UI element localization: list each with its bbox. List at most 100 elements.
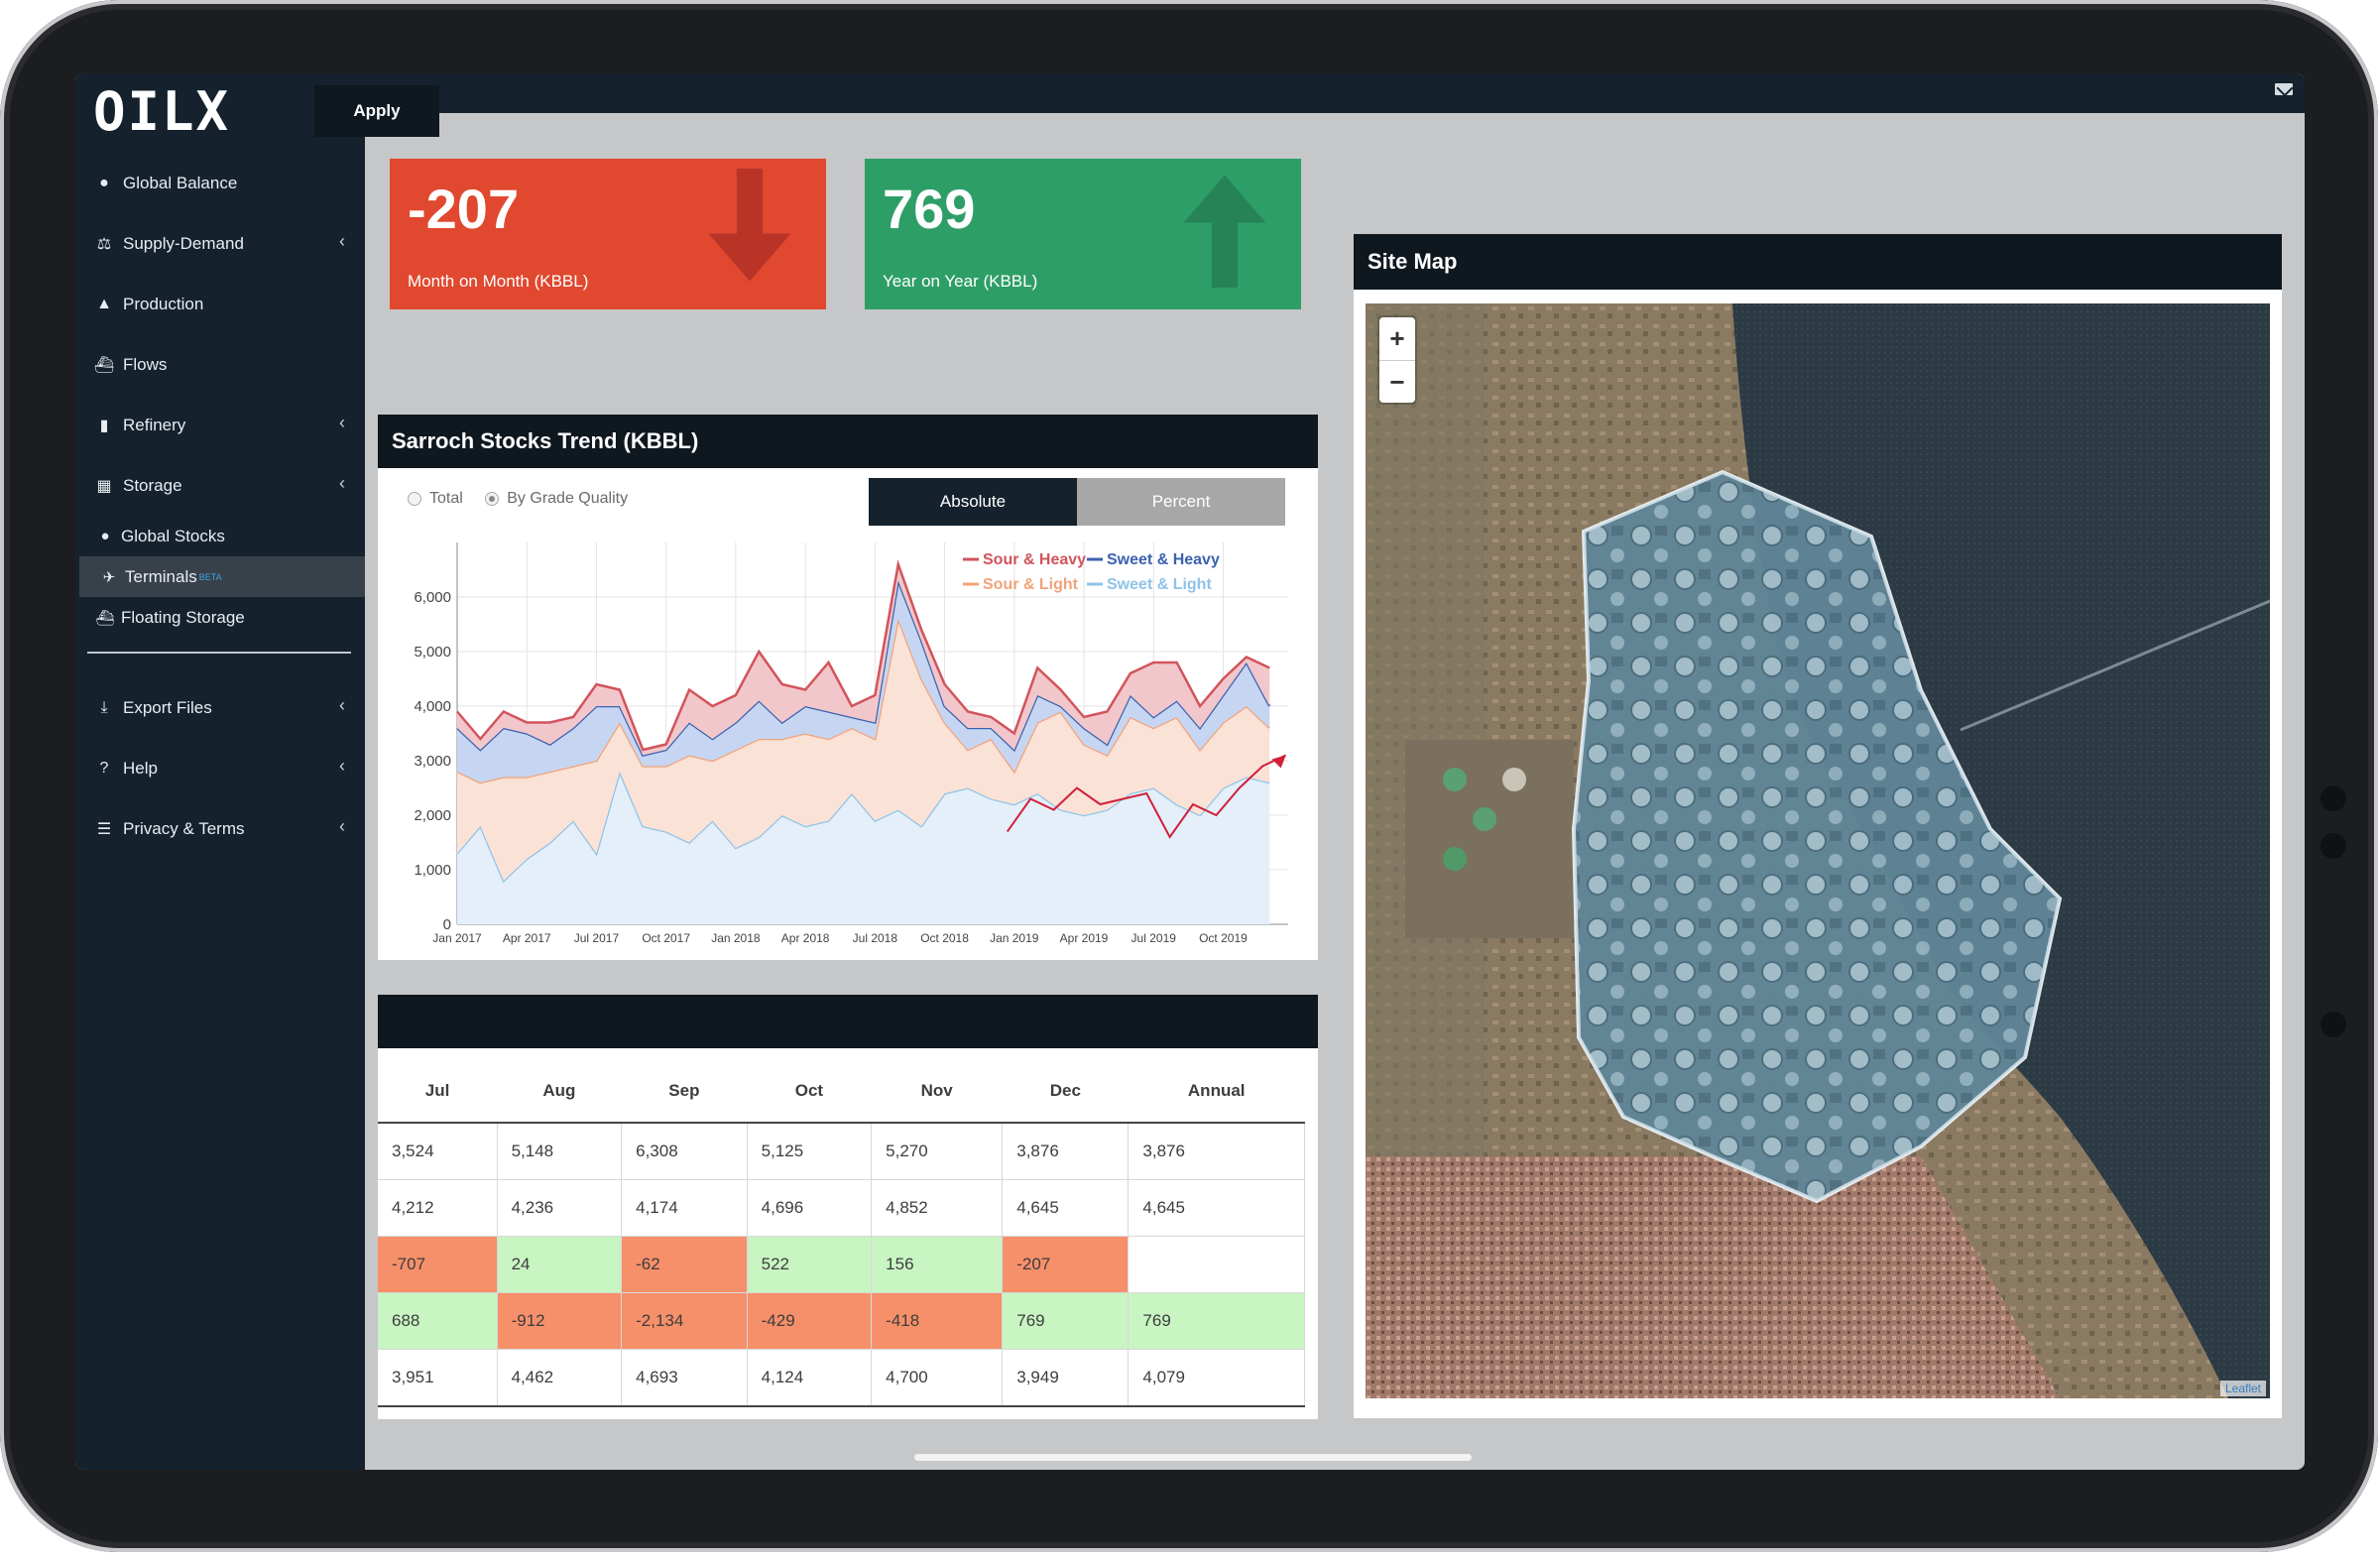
table-cell: 4,693: [621, 1349, 748, 1407]
sidebar-item-terminals[interactable]: ✈ Terminals BETA: [79, 556, 365, 597]
table-cell: 4,645: [1128, 1179, 1305, 1237]
table-cell: 4,645: [1002, 1179, 1130, 1237]
y-tick-label: 1,000: [414, 862, 451, 879]
table-cell: 3,951: [378, 1349, 498, 1407]
table-cell: -912: [497, 1292, 623, 1350]
table-cell: 5,148: [497, 1123, 623, 1180]
sidebar-item-global-stocks[interactable]: ● Global Stocks: [75, 516, 365, 556]
area-sweet-light: [457, 772, 1270, 924]
y-tick-label: 3,000: [414, 753, 451, 770]
sidebar-item-production[interactable]: ▲ Production: [75, 274, 365, 334]
mail-icon[interactable]: [2275, 83, 2293, 95]
segment-percent[interactable]: Percent: [1077, 478, 1285, 526]
column-header: Aug: [497, 1060, 622, 1124]
x-tick-label: Jan 2019: [990, 931, 1039, 945]
column-header: Nov: [871, 1060, 1003, 1124]
sidebar-item-label: Production: [123, 294, 204, 313]
top-bar: [365, 73, 2305, 113]
table-cell: 4,852: [871, 1179, 1004, 1237]
x-tick-label: Apr 2018: [781, 931, 830, 945]
globe-icon: ●: [100, 528, 110, 544]
map-attribution[interactable]: Leaflet: [2219, 1381, 2266, 1396]
sidebar-item-label: Help: [123, 758, 158, 778]
stocks-table: Jul Aug Sep Oct Nov Dec Annual 3,524 5,148 6,308…: [378, 1060, 1305, 1407]
arrowhead-icon: [1271, 755, 1286, 769]
kpi-year-on-year: 769 Year on Year (KBBL): [865, 159, 1301, 309]
area-sour-light: [457, 619, 1270, 881]
trend-header: Sarroch Stocks Trend (KBBL): [378, 415, 1318, 468]
x-tick-label: Jul 2017: [574, 931, 620, 945]
site-map[interactable]: + − Leaflet: [1366, 303, 2270, 1398]
x-tick-label: Apr 2017: [503, 931, 551, 945]
sidebar: OILX ● Global Balance ⚖ Supply-Demand ‹ ▲ Prod…: [75, 73, 365, 1470]
y-tick-label: 4,000: [414, 698, 451, 715]
legend-entry: Sour & Light: [983, 576, 1079, 593]
segment-absolute[interactable]: Absolute: [869, 478, 1077, 526]
sidebar-item-floating-storage[interactable]: ⛴ Floating Storage: [75, 597, 365, 638]
column-header: Oct: [747, 1060, 872, 1124]
table-cell: 4,462: [497, 1349, 623, 1407]
sidebar-item-refinery[interactable]: ▮ Refinery ‹: [75, 395, 365, 455]
table-cell: 769: [1128, 1292, 1305, 1350]
beta-badge: BETA: [198, 571, 222, 582]
table-cell: 3,949: [1002, 1349, 1130, 1407]
column-header: Jul: [378, 1060, 498, 1124]
sidebar-item-label: Terminals: [125, 566, 197, 586]
table-cell: 522: [747, 1236, 873, 1293]
table-panel: Jul Aug Sep Oct Nov Dec Annual 3,524 5,148 6,308…: [378, 1048, 1318, 1419]
table-row: 4,212 4,236 4,174 4,696 4,852 4,645 4,645: [378, 1179, 1305, 1237]
sitemap-header: Site Map: [1354, 234, 2282, 290]
apply-button[interactable]: Apply: [314, 85, 439, 137]
stocks-trend-chart: 0 1,000 2,000 3,000 4,000 5,000 6,000 Jan 2017 A…: [414, 542, 1288, 945]
sidebar-item-export-files[interactable]: ⤓ Export Files ‹: [75, 677, 365, 738]
column-header: Sep: [621, 1060, 748, 1124]
table-cell: -207: [1002, 1236, 1130, 1293]
radio-total[interactable]: Total: [408, 490, 463, 508]
question-icon: ?: [99, 759, 109, 777]
sidebar-item-help[interactable]: ? Help ‹: [75, 738, 365, 798]
chevron-left-icon: ‹: [339, 473, 345, 493]
x-tick-label: Oct 2017: [642, 931, 690, 945]
y-tick-label: 6,000: [414, 589, 451, 606]
y-tick-label: 0: [443, 916, 451, 933]
sidebar-item-global-balance[interactable]: ● Global Balance: [75, 153, 365, 213]
chevron-left-icon: ‹: [339, 695, 345, 715]
x-tick-label: Jan 2017: [432, 931, 482, 945]
table-cell: -429: [747, 1292, 873, 1350]
column-header: Annual: [1128, 1060, 1305, 1124]
arrow-up-icon: [1183, 175, 1266, 288]
sidebar-item-privacy-terms[interactable]: ☰ Privacy & Terms ‹: [75, 798, 365, 859]
series-line-sour-heavy: [456, 559, 1270, 752]
trend-annotation-line: [1006, 754, 1287, 839]
sidebar-item-label: Supply-Demand: [123, 233, 244, 253]
table-cell: 3,876: [1128, 1123, 1305, 1180]
legend-entry: Sweet & Light: [1107, 576, 1212, 593]
sitemap-title: Site Map: [1368, 249, 1458, 274]
zoom-in-button[interactable]: +: [1379, 317, 1415, 361]
ship-icon: ⛴: [93, 356, 115, 374]
table-cell: -418: [871, 1292, 1004, 1350]
arrow-down-icon: [708, 169, 791, 282]
sidebar-item-label: Privacy & Terms: [123, 818, 245, 838]
table-cell: 5,270: [871, 1123, 1004, 1180]
x-tick-label: Jan 2018: [711, 931, 761, 945]
sidebar-item-supply-demand[interactable]: ⚖ Supply-Demand ‹: [75, 213, 365, 274]
list-icon: ☰: [96, 820, 112, 838]
sidebar-item-label: Global Balance: [123, 173, 238, 192]
kpi-value: -207: [408, 178, 520, 240]
chevron-left-icon: ‹: [339, 816, 345, 836]
zoom-out-button[interactable]: −: [1389, 367, 1405, 397]
trend-title: Sarroch Stocks Trend (KBBL): [392, 428, 699, 453]
radio-by-grade[interactable]: By Grade Quality: [485, 490, 628, 508]
area-sour-heavy: [457, 564, 1270, 756]
chevron-left-icon: ‹: [339, 413, 345, 432]
sidebar-item-flows[interactable]: ⛴ Flows: [75, 334, 365, 395]
sidebar-item-storage[interactable]: ▦ Storage ‹: [75, 455, 365, 516]
table-cell: 4,700: [871, 1349, 1004, 1407]
table-cell: [1128, 1236, 1305, 1293]
table-row: 3,951 4,462 4,693 4,124 4,700 3,949 4,079: [378, 1349, 1305, 1407]
x-tick-label: Oct 2019: [1199, 931, 1248, 945]
table-cell: 4,079: [1128, 1349, 1305, 1407]
chevron-left-icon: ‹: [339, 756, 345, 776]
y-tick-label: 2,000: [414, 807, 451, 824]
